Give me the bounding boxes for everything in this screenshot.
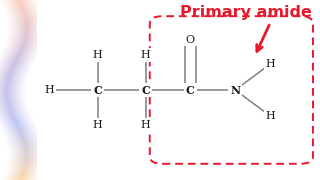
Text: H: H (266, 111, 275, 121)
Text: O: O (186, 35, 195, 45)
Text: H: H (266, 59, 275, 69)
Text: H: H (141, 120, 150, 130)
Text: C: C (93, 84, 102, 96)
Text: H: H (141, 50, 150, 60)
Text: H: H (93, 50, 102, 60)
Text: C: C (141, 84, 150, 96)
Text: Primary amide: Primary amide (180, 5, 312, 20)
Text: C: C (186, 84, 195, 96)
Text: N: N (230, 84, 240, 96)
Text: H: H (93, 120, 102, 130)
Text: H: H (45, 85, 54, 95)
